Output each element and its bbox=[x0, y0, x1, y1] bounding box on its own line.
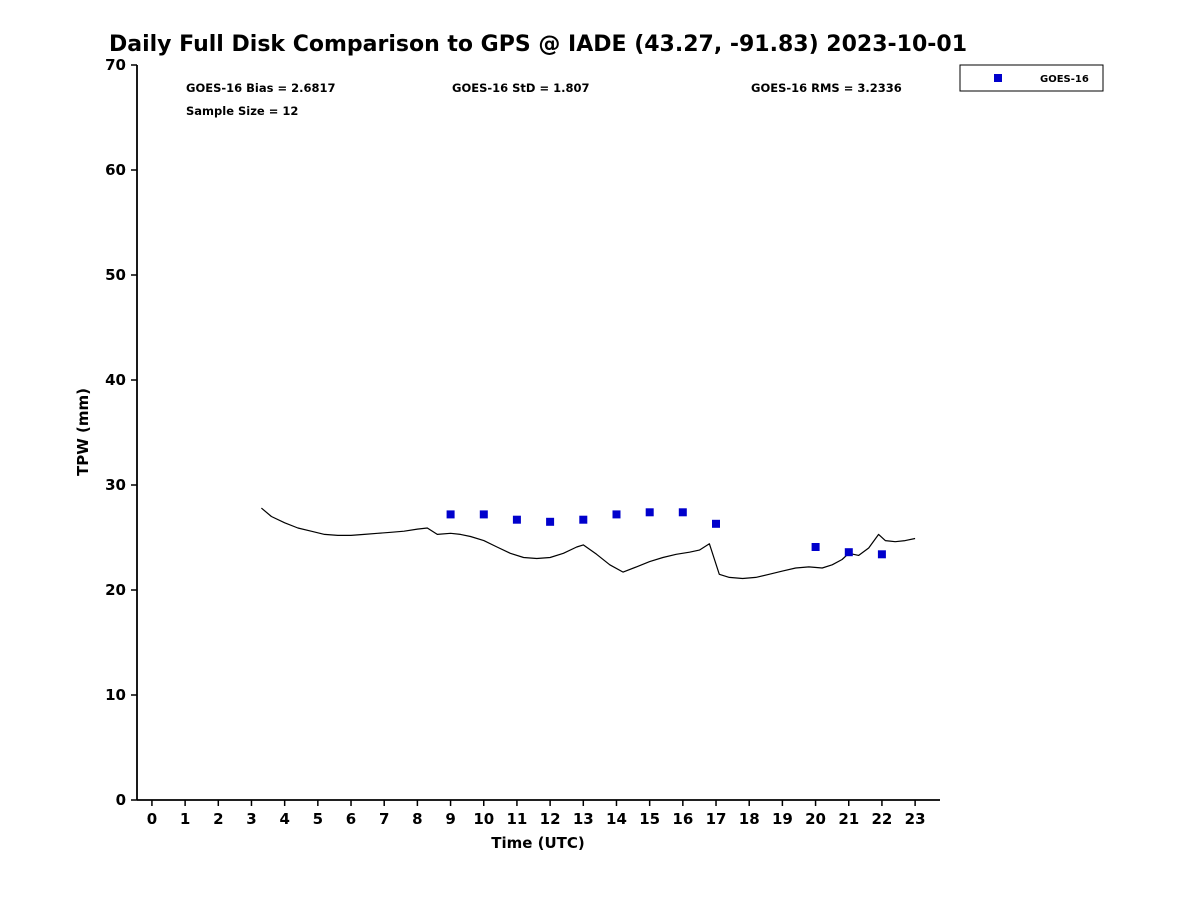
goes16-marker bbox=[512, 515, 521, 524]
goes16-marker bbox=[678, 508, 687, 517]
x-tick-label: 14 bbox=[606, 810, 627, 828]
x-tick-label: 5 bbox=[313, 810, 323, 828]
y-tick-label: 10 bbox=[105, 686, 126, 704]
x-tick-label: 6 bbox=[346, 810, 356, 828]
goes16-marker bbox=[645, 508, 654, 517]
legend-label: GOES-16 bbox=[1040, 74, 1089, 85]
y-tick-label: 70 bbox=[105, 56, 126, 74]
y-axis-label: TPW (mm) bbox=[74, 388, 92, 476]
goes16-marker bbox=[579, 515, 588, 524]
plot-series bbox=[261, 507, 916, 580]
goes16-marker bbox=[446, 510, 455, 519]
legend-box bbox=[959, 64, 1104, 92]
x-tick-label: 8 bbox=[412, 810, 422, 828]
x-tick-label: 17 bbox=[706, 810, 727, 828]
goes16-marker bbox=[546, 517, 555, 526]
x-tick-label: 3 bbox=[246, 810, 256, 828]
axes: 0 1 2 3 4 5 6 7 8 9 10 11 12 13 14 15 16 17 18 19 20 21 22 2301… bbox=[105, 56, 940, 828]
legend-marker-square-icon bbox=[994, 74, 1002, 82]
x-tick-label: 4 bbox=[279, 810, 289, 828]
x-tick-label: 22 bbox=[871, 810, 892, 828]
legend: GOES-16 bbox=[959, 64, 1104, 92]
chart-title: Daily Full Disk Comparison to GPS @ IADE… bbox=[109, 32, 967, 57]
x-tick-label: 10 bbox=[473, 810, 494, 828]
x-tick-label: 13 bbox=[573, 810, 594, 828]
goes16-marker bbox=[712, 519, 720, 528]
x-tick-label: 18 bbox=[739, 810, 760, 828]
x-tick-label: 1 bbox=[180, 810, 190, 828]
x-tick-label: 19 bbox=[772, 810, 793, 828]
x-axis-label: Time (UTC) bbox=[491, 834, 585, 852]
y-tick-label: 20 bbox=[105, 581, 126, 599]
stat-rms: GOES-16 RMS = 3.2336 bbox=[751, 81, 902, 95]
stat-sample-size: Sample Size = 12 bbox=[186, 104, 298, 118]
stat-bias: GOES-16 Bias = 2.6817 bbox=[186, 81, 335, 95]
stat-std: GOES-16 StD = 1.807 bbox=[452, 81, 589, 95]
gps-line-series bbox=[261, 507, 916, 580]
x-tick-label: 0 bbox=[147, 810, 157, 828]
y-tick-label: 30 bbox=[105, 476, 126, 494]
goes16-marker bbox=[612, 510, 621, 519]
y-tick-label: 60 bbox=[105, 161, 126, 179]
x-tick-label: 16 bbox=[672, 810, 693, 828]
x-tick-label: 15 bbox=[639, 810, 660, 828]
goes16-marker bbox=[844, 548, 853, 557]
x-tick-label: 21 bbox=[838, 810, 859, 828]
x-tick-label: 7 bbox=[379, 810, 389, 828]
y-tick-label: 0 bbox=[116, 791, 126, 809]
x-tick-label: 23 bbox=[905, 810, 926, 828]
y-tick-label: 40 bbox=[105, 371, 126, 389]
goes16-marker bbox=[811, 543, 820, 551]
y-tick-label: 50 bbox=[105, 266, 126, 284]
x-tick-label: 2 bbox=[213, 810, 223, 828]
x-tick-label: 9 bbox=[445, 810, 455, 828]
goes16-marker bbox=[479, 510, 488, 519]
goes16-marker bbox=[877, 550, 886, 559]
x-tick-label: 12 bbox=[540, 810, 561, 828]
x-tick-label: 20 bbox=[805, 810, 826, 828]
x-tick-label: 11 bbox=[506, 810, 527, 828]
